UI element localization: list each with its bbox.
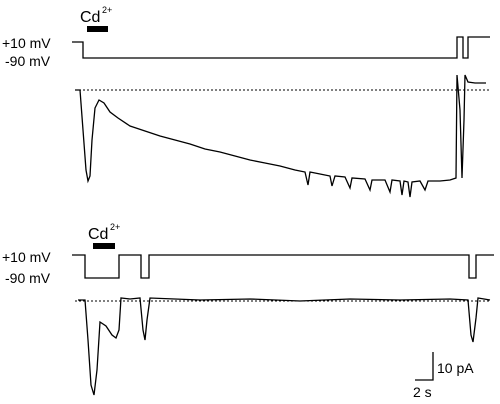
application-bar bbox=[87, 26, 108, 32]
voltage-protocol bbox=[72, 254, 494, 279]
scale-bar bbox=[415, 352, 434, 381]
scale-current-label: 10 pA bbox=[437, 360, 474, 376]
scale-time-label: 2 s bbox=[413, 384, 432, 400]
voltage-label: -90 mV bbox=[5, 270, 51, 286]
voltage-label: +10 mV bbox=[2, 249, 51, 265]
voltage-protocol bbox=[72, 36, 490, 59]
drug-superscript: 2+ bbox=[102, 5, 112, 15]
drug-label: Cd bbox=[88, 226, 108, 243]
voltage-label: -90 mV bbox=[5, 53, 51, 69]
current-trace bbox=[78, 297, 491, 396]
drug-label: Cd bbox=[80, 9, 100, 26]
drug-superscript: 2+ bbox=[110, 222, 120, 232]
application-bar bbox=[93, 243, 115, 249]
current-trace bbox=[75, 74, 486, 198]
voltage-label: +10 mV bbox=[2, 35, 51, 51]
